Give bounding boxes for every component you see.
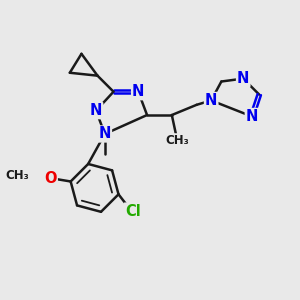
Text: O: O bbox=[44, 171, 57, 186]
Text: N: N bbox=[237, 71, 249, 86]
Text: N: N bbox=[132, 84, 145, 99]
Text: N: N bbox=[246, 109, 258, 124]
Text: N: N bbox=[205, 93, 217, 108]
Text: Cl: Cl bbox=[125, 204, 140, 219]
Text: CH₃: CH₃ bbox=[166, 134, 190, 147]
Text: N: N bbox=[99, 127, 111, 142]
Text: N: N bbox=[90, 103, 102, 118]
Text: CH₃: CH₃ bbox=[5, 169, 29, 182]
